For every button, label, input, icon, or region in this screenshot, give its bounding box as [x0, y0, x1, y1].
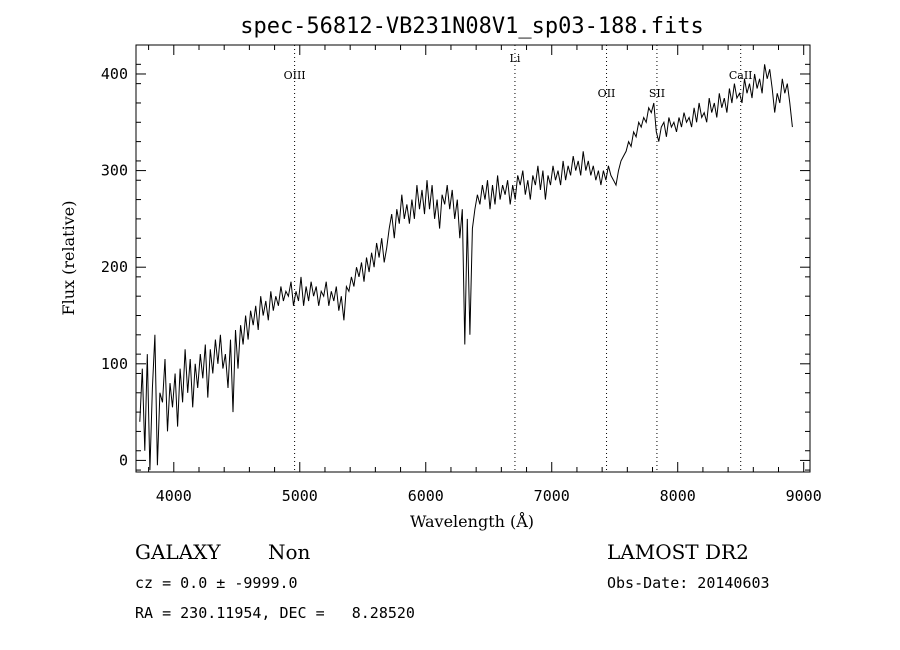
y-axis-label: Flux (relative) [59, 201, 78, 316]
line-marker-label: OIII [284, 69, 306, 82]
coordinates-text: RA = 230.11954, DEC = 8.28520 [135, 604, 415, 622]
line-marker-label: OII [598, 87, 616, 100]
x-tick-label: 4000 [156, 487, 192, 505]
y-tick-label: 200 [101, 258, 128, 276]
x-tick-label: 7000 [534, 487, 570, 505]
object-subclass: Non [268, 540, 311, 564]
y-tick-label: 300 [101, 162, 128, 180]
x-tick-label: 5000 [282, 487, 318, 505]
spectrum-series [139, 64, 793, 471]
emission-line-markers: OIII Li OII SII CaII [284, 45, 753, 472]
y-tick-label: 0 [119, 451, 128, 469]
line-marker-label: CaII [729, 69, 753, 82]
chart-title: spec-56812-VB231N08V1_sp03-188.fits [240, 14, 704, 39]
object-class: GALAXY [135, 540, 221, 564]
redshift-text: cz = 0.0 ± -9999.0 [135, 574, 298, 592]
axis-ticks: 4000 5000 6000 7000 8000 9000 0 100 200 300 400 [101, 45, 822, 505]
line-marker-label: SII [649, 87, 665, 100]
x-tick-label: 9000 [786, 487, 822, 505]
y-tick-label: 100 [101, 355, 128, 373]
x-tick-label: 8000 [660, 487, 696, 505]
plot-frame [135, 44, 811, 473]
obs-date: Obs-Date: 20140603 [607, 574, 770, 592]
x-tick-label: 6000 [408, 487, 444, 505]
x-axis-label: Wavelength (Å) [410, 511, 534, 531]
survey-name: LAMOST DR2 [607, 540, 749, 564]
y-tick-label: 400 [101, 65, 128, 83]
line-marker-label: Li [510, 52, 521, 65]
